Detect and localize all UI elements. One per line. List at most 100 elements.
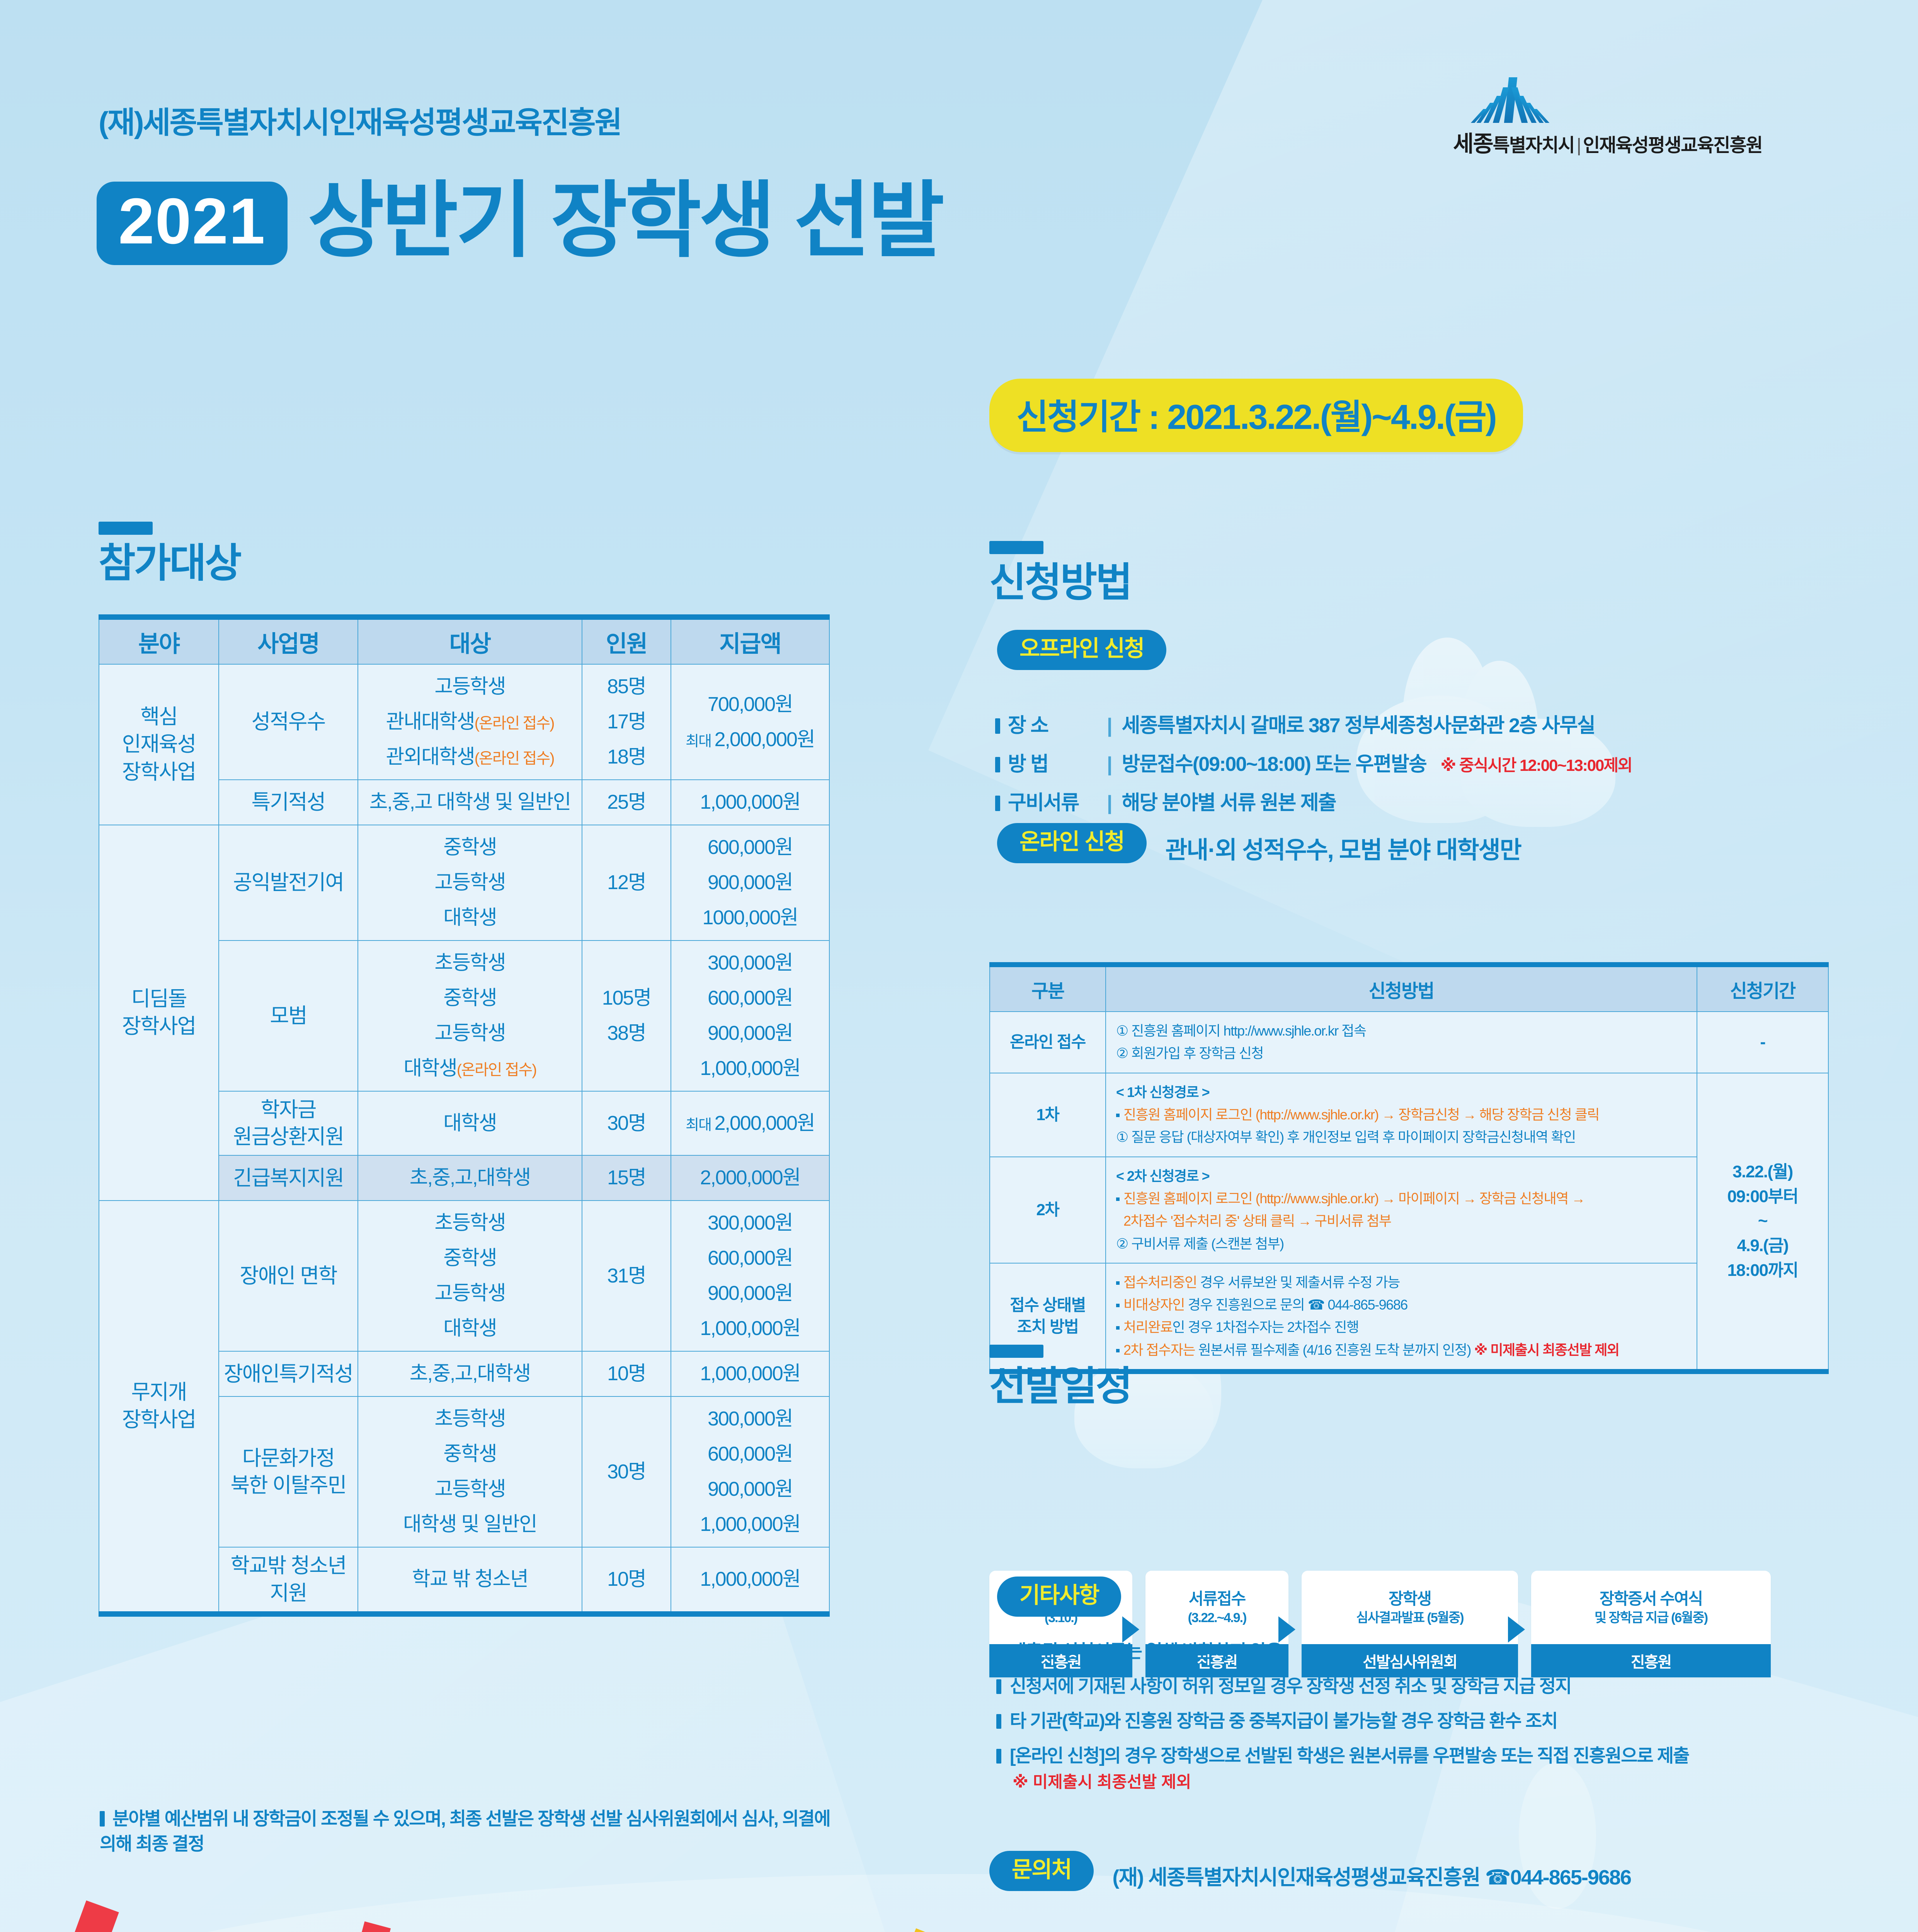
etc-item-3: [온라인 신청]의 경우 장학생으로 선발된 학생은 원본서류를 우편발송 또는… — [996, 1741, 1690, 1767]
table-header-row: 분야 사업명 대상 인원 지급액 — [99, 617, 830, 665]
bullet-icon — [100, 1811, 105, 1827]
cell-target: 초등학생 중학생 고등학생 대학생(온라인 접수) — [357, 940, 582, 1092]
schedule-step: 장학생 심사결과발표 (5월중) 선발심사위원회 — [1302, 1571, 1518, 1677]
col-header: 사업명 — [218, 617, 358, 665]
col-header: 지급액 — [671, 617, 830, 665]
apply-heading-text: 신청방법 — [989, 560, 1133, 605]
cell-target: 고등학생 관내대학생(온라인 접수) 관외대학생(온라인 접수) — [357, 664, 582, 780]
bullet-icon — [996, 1679, 1001, 1694]
contact-text: (재) 세종특별자치시인재육성평생교육진흥원 ☎044-865-9686 — [1112, 1866, 1632, 1889]
cell-target: 초,중,고 대학생 및 일반인 — [357, 779, 582, 825]
col-header: 분야 — [99, 617, 219, 665]
cell-program-name: 다문화가정 북한 이탈주민 — [218, 1396, 358, 1548]
schedule-heading-text: 선발일정 — [989, 1364, 1133, 1409]
bullet-icon — [996, 1714, 1001, 1729]
application-period-banner: 신청기간 : 2021.3.22.(월)~4.9.(금) — [989, 379, 1523, 452]
etc-pill: 기타사항 — [997, 1577, 1122, 1617]
cell-target: 중학생 고등학생 대학생 — [357, 825, 582, 941]
contact-row: 문의처 (재) 세종특별자치시인재육성평생교육진흥원 ☎044-865-9686 — [989, 1851, 1632, 1891]
cell-program-name: 학교밖 청소년지원 — [218, 1547, 358, 1614]
heading-dash-icon — [989, 541, 1043, 554]
logo-divider: | — [1576, 135, 1582, 156]
offline-row-documents: 구비서류 | 해당 분야별 서류 원본 제출 — [995, 786, 1337, 815]
sejong-wing-mark-icon — [1470, 77, 1550, 124]
cell-amount: 2,000,000원 — [671, 1155, 830, 1201]
cell-target: 초,중,고,대학생 — [357, 1155, 582, 1201]
cell-target: 초,중,고,대학생 — [357, 1351, 582, 1397]
col-header: 신청방법 — [1105, 964, 1697, 1012]
col-header: 구분 — [989, 964, 1106, 1012]
schedule-step-org: 진흥원 — [1145, 1644, 1288, 1677]
cell-count: 10명 — [582, 1351, 671, 1397]
page-title: 상반기 장학생 선발 — [308, 173, 945, 267]
etc-item-2: 타 기관(학교)와 진흥원 장학금 중 중복지급이 불가능할 경우 장학금 환수… — [996, 1706, 1558, 1733]
table-row: 디딤돌 장학사업 공익발전기여 중학생 고등학생 대학생 12명 600,000원 900,00… — [99, 824, 830, 1201]
arrow-right-icon — [1508, 1616, 1525, 1643]
cell-amount: 600,000원 900,000원 1000,000원 — [671, 825, 830, 941]
cell-count: 105명 38명 — [582, 940, 671, 1092]
table-row: 다문화가정 북한 이탈주민 초등학생 중학생 고등학생 대학생 및 일반인 30명 300,0… — [99, 1396, 830, 1548]
table-row: 긴급복지지원 초,중,고,대학생 15명 2,000,000원 — [99, 1155, 830, 1201]
col-header: 신청기간 — [1697, 964, 1829, 1012]
cell-target: 초등학생 중학생 고등학생 대학생 — [357, 1200, 582, 1352]
cell-program-name: 특기적성 — [218, 779, 358, 825]
cell-count: 10명 — [582, 1547, 671, 1614]
cell-instructions: 접수처리중인 경우 서류보완 및 제출서류 수정 가능 비대상자인 경우 진흥원으… — [1105, 1262, 1697, 1372]
cell-count: 30명 — [582, 1396, 671, 1548]
online-apply-pill: 온라인 신청 — [997, 823, 1147, 863]
table-row: 특기적성 초,중,고 대학생 및 일반인 25명 1,000,000원 — [99, 779, 830, 825]
cell-instructions: ① 진흥원 홈페이지 http://www.sjhle.or.kr 접속 ② 회원… — [1105, 1011, 1697, 1073]
section-participation-heading: 참가대상 — [99, 522, 242, 586]
cell-step: 1차 — [989, 1072, 1106, 1157]
table-row: 무지개 장학사업 장애인 면학 초등학생 중학생 고등학생 대학생 31명 300,000원 60… — [99, 1200, 830, 1614]
table-header-row: 구분 신청방법 신청기간 — [989, 964, 1829, 1012]
cell-amount: 1,000,000원 — [671, 1351, 830, 1397]
cell-amount: 300,000원 600,000원 900,000원 1,000,000원 — [671, 1200, 830, 1352]
cell-amount: 300,000원 600,000원 900,000원 1,000,000원 — [671, 1396, 830, 1548]
schedule-step-org: 진흥원 — [989, 1644, 1132, 1677]
cell-instructions: < 1차 신청경로 > 진흥원 홈페이지 로그인 (http://www.sjhl… — [1105, 1072, 1697, 1157]
col-header: 인원 — [582, 617, 671, 665]
table-row: 핵심 인재육성 장학사업 성적우수 고등학생 관내대학생(온라인 접수) 관외대학생(온라인… — [99, 664, 830, 825]
logo-institute: 인재육성평생교육진흥원 — [1583, 135, 1763, 156]
logo-city-sub: 특별자치시 — [1493, 135, 1575, 156]
table-row: 1차 < 1차 신청경로 > 진흥원 홈페이지 로그인 (http://www.sj… — [989, 1072, 1829, 1372]
table-row: 접수 상태별 조치 방법 접수처리중인 경우 서류보완 및 제출서류 수정 가능 비대… — [989, 1262, 1828, 1372]
poster-title-row: 2021 상반기 장학생 선발 — [97, 173, 1797, 309]
cell-step: 2차 — [989, 1156, 1106, 1264]
cell-count: 25명 — [582, 779, 671, 825]
cell-program-name: 학자금 원금상환지원 — [218, 1090, 358, 1156]
cell-count: 30명 — [582, 1090, 671, 1156]
cell-step: 접수 상태별 조치 방법 — [989, 1262, 1106, 1372]
year-badge: 2021 — [97, 182, 288, 265]
organization-name: (재)세종특별자치시인재육성평생교육진흥원 — [99, 105, 622, 139]
cell-amount: 최대 2,000,000원 — [671, 1090, 830, 1156]
heading-dash-icon — [989, 1345, 1043, 1358]
cell-period: - — [1697, 1011, 1829, 1073]
cell-field: 디딤돌 장학사업 — [99, 824, 219, 1201]
schedule-step-org: 선발심사위원회 — [1302, 1644, 1518, 1677]
cell-amount: 1,000,000원 — [671, 779, 830, 825]
table-row: 2차 < 2차 신청경로 > 진흥원 홈페이지 로그인 (http://www.sj… — [989, 1156, 1828, 1264]
cell-target: 대학생 — [357, 1090, 582, 1156]
schedule-step: 장학증서 수여식 및 장학금 지급 (6월중) 진흥원 — [1531, 1571, 1771, 1677]
cell-count: 15명 — [582, 1155, 671, 1201]
etc-red-note: ※ 미제출시 최종선발 제외 — [1013, 1773, 1191, 1791]
bullet-icon — [995, 757, 1000, 772]
participation-heading-text: 참가대상 — [99, 541, 242, 586]
online-apply-note: 관내·외 성적우수, 모범 분야 대학생만 — [1165, 837, 1521, 864]
participation-table: 분야 사업명 대상 인원 지급액 핵심 인재육성 장학사업 성적우수 고등학생 관내대학생(온라인… — [99, 614, 830, 1617]
cell-period-merged: 3.22.(월) 09:00부터 ~4.9.(금) 18:00까지 — [1697, 1072, 1829, 1372]
offline-row-location: 장 소 | 세종특별자치시 갈매로 387 정부세종청사문화관 2층 사무실 — [995, 709, 1596, 738]
cell-field: 핵심 인재육성 장학사업 — [99, 664, 219, 825]
section-apply-heading: 신청방법 — [989, 541, 1133, 605]
arrow-right-icon — [1122, 1616, 1139, 1643]
table-row: 학자금 원금상환지원 대학생 30명 최대 2,000,000원 — [99, 1090, 830, 1156]
contact-pill: 문의처 — [989, 1851, 1094, 1891]
etc-pill-wrap: 기타사항 — [997, 1577, 1122, 1617]
bullet-icon — [996, 1749, 1001, 1764]
heading-dash-icon — [99, 522, 153, 535]
participation-footnote: 분야별 예산범위 내 장학금이 조정될 수 있으며, 최종 선발은 장학생 선발… — [100, 1808, 831, 1854]
cell-program-name: 장애인 면학 — [218, 1200, 358, 1352]
offline-apply-pill: 오프라인 신청 — [997, 630, 1167, 670]
